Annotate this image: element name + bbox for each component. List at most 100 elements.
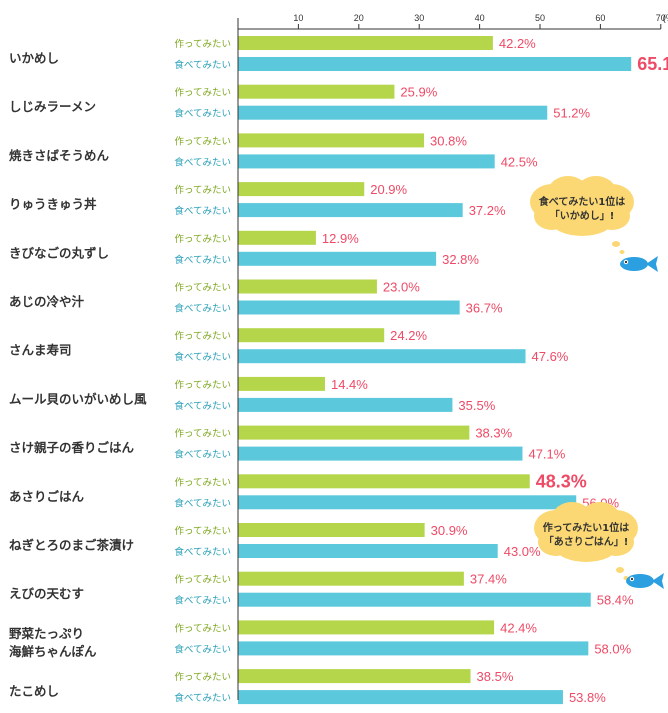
series-label: 作ってみたい [174, 38, 231, 50]
series-label: 食べてみたい [174, 205, 231, 217]
cloud-tail-dot [619, 250, 625, 254]
series-label: 作ってみたい [174, 525, 231, 537]
data-label: 47.1% [528, 447, 565, 462]
data-label: 14.4% [331, 377, 368, 392]
fish-icon [626, 573, 664, 589]
bar [238, 397, 453, 412]
category-label-line: あさりごはん [9, 489, 85, 504]
series-label: 作ってみたい [174, 379, 231, 391]
bar [238, 328, 385, 343]
data-label: 32.8% [442, 252, 479, 267]
fish-tail [652, 573, 664, 589]
series-label: 食べてみたい [174, 497, 231, 509]
category-label: たこめし [9, 684, 59, 699]
bar [238, 36, 493, 50]
category-label-line: えびの天むす [9, 586, 84, 601]
series-label: 作ってみたい [174, 233, 231, 245]
chart-row: ねぎとろのまご茶漬け 作ってみたい 30.9% 食べてみたい 43.0% [9, 523, 541, 559]
x-tick-label: 30 [414, 13, 424, 23]
callout-text: 食べてみたい1位は [538, 195, 626, 208]
category-label: ねぎとろのまご茶漬け [9, 538, 134, 553]
data-label: 53.8% [569, 690, 606, 705]
cloud-tail-dot [612, 241, 620, 247]
callout-text: 「いかめし」! [550, 209, 615, 222]
series-label: 食べてみたい [174, 643, 231, 655]
series-label: 食べてみたい [174, 351, 231, 363]
data-label: 58.4% [597, 593, 634, 608]
data-label: 42.4% [500, 620, 537, 635]
cloud-callout [534, 502, 638, 580]
series-label: 作ってみたい [174, 671, 231, 683]
chart-rows: いかめし作ってみたい42.2%食べてみたい65.1%しじみラーメン作ってみたい2… [9, 36, 668, 705]
bar [238, 474, 530, 489]
bar [238, 641, 589, 656]
fish-body [620, 257, 648, 271]
chart-row: さんま寿司 作ってみたい 24.2% 食べてみたい 47.6% [9, 328, 569, 364]
series-label: 作ってみたい [174, 574, 231, 586]
chart-row: あじの冷や汁 作ってみたい 23.0% 食べてみたい 36.7% [9, 279, 503, 316]
chart-row: 野菜たっぷり海鮮ちゃんぽん 作ってみたい 42.4% 食べてみたい 58.0% [9, 620, 632, 659]
x-axis-unit: (%) [663, 13, 668, 23]
category-label-line: 野菜たっぷり [9, 626, 84, 641]
bar [238, 251, 437, 266]
chart-row: しじみラーメン 作ってみたい 25.9% 食べてみたい 51.2% [9, 84, 591, 121]
series-label: 食べてみたい [174, 156, 231, 168]
category-label: 野菜たっぷり海鮮ちゃんぽん [9, 626, 97, 659]
category-label-line: きびなごの丸ずし [9, 245, 109, 260]
data-label: 47.6% [532, 349, 569, 364]
bar [238, 446, 523, 461]
bar [238, 300, 460, 315]
bar [238, 133, 425, 148]
series-label: 食べてみたい [174, 59, 231, 71]
x-tick-label: 60 [595, 13, 605, 23]
cloud-puff [552, 502, 592, 534]
data-label: 30.9% [431, 523, 468, 538]
x-tick-label: 40 [475, 13, 485, 23]
data-label: 30.8% [430, 133, 467, 148]
data-label: 23.0% [383, 280, 420, 295]
fish-pupil [631, 578, 633, 580]
cloud-puff [580, 502, 620, 534]
data-label: 35.5% [458, 398, 495, 413]
chart-row: さけ親子の香りごはん 作ってみたい 38.3% 食べてみたい 47.1% [9, 425, 566, 462]
series-label: 食べてみたい [174, 108, 231, 120]
category-label-line: しじみラーメン [9, 99, 96, 114]
data-label: 65.1% [637, 54, 668, 74]
data-label: 51.2% [553, 106, 590, 121]
data-label: 20.9% [370, 182, 407, 197]
cloud-puff [556, 534, 616, 562]
chart-row: いかめし 作ってみたい 42.2% 食べてみたい 65.1% [9, 36, 668, 74]
cloud-puff [552, 208, 612, 236]
bar [238, 376, 325, 391]
category-label-line: 焼きさばそうめん [9, 148, 110, 163]
callout: 食べてみたい1位は「いかめし」! [530, 176, 658, 272]
bar [238, 495, 577, 510]
category-label-line: 海鮮ちゃんぽん [9, 644, 97, 659]
chart-row: きびなごの丸ずし 作ってみたい 12.9% 食べてみたい 32.8% [9, 230, 479, 267]
bar [238, 571, 464, 586]
data-label: 38.3% [475, 426, 512, 441]
callout: 作ってみたい1位は「あさりごはん」! [534, 502, 664, 589]
category-label-line: いかめし [9, 51, 59, 66]
category-label: ムール貝のいがいめし風 [9, 391, 147, 406]
bar [238, 425, 470, 440]
bar [238, 154, 495, 169]
bar [238, 544, 498, 558]
category-label-line: さんま寿司 [9, 343, 72, 358]
callouts: 食べてみたい1位は「いかめし」! 作ってみたい1位は「あさりごはん」! [530, 176, 664, 589]
series-label: 作ってみたい [174, 622, 231, 634]
series-label: 食べてみたい [174, 400, 231, 412]
series-label: 食べてみたい [174, 595, 231, 607]
x-tick-label: 20 [354, 13, 364, 23]
callout-text: 「あさりごはん」! [544, 535, 629, 548]
series-label: 食べてみたい [174, 303, 231, 315]
data-label: 24.2% [390, 328, 427, 343]
data-label: 37.2% [469, 203, 506, 218]
callout-text: 作ってみたい1位は [543, 521, 629, 534]
chart-row: たこめし 作ってみたい 38.5% 食べてみたい 53.8% [9, 669, 606, 705]
category-label: さけ親子の香りごはん [9, 440, 135, 455]
x-tick-label: 70 [656, 13, 666, 23]
series-label: 作ってみたい [174, 330, 231, 342]
series-label: 作ってみたい [174, 184, 231, 196]
fish-tail [646, 256, 658, 272]
